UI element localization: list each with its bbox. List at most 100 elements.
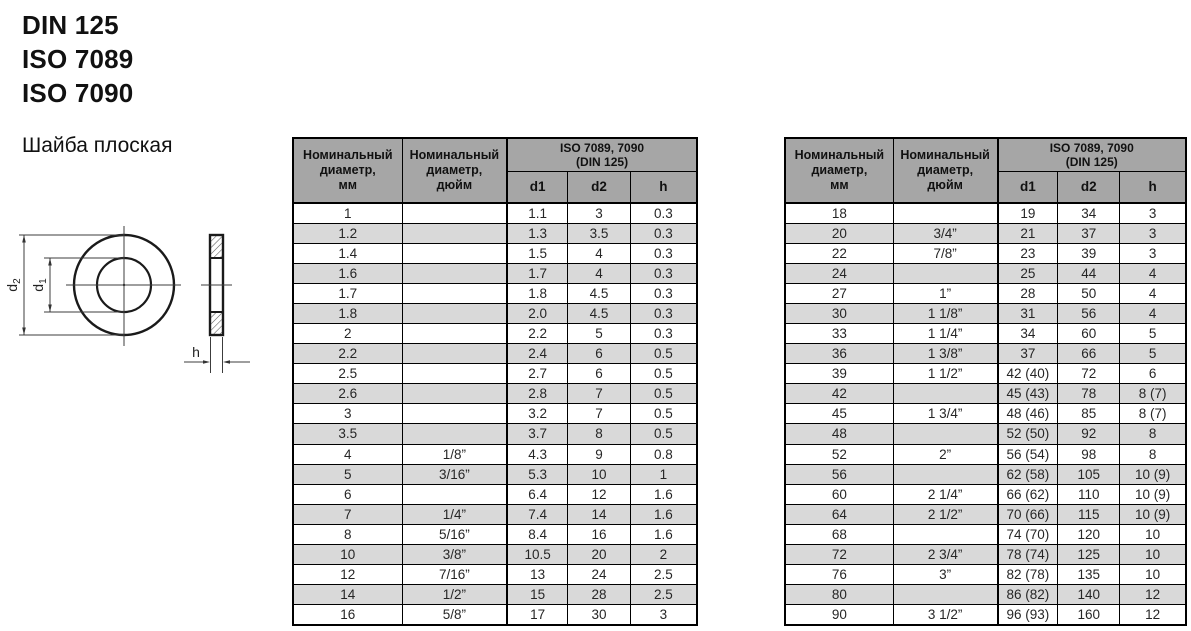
table-cell [401, 423, 508, 445]
table-cell: 2.5 [629, 563, 698, 585]
arrowhead-icon [223, 360, 230, 364]
table-cell: 1/2” [401, 583, 508, 605]
table-cell: 10 (9) [1119, 503, 1187, 525]
table-cell: 0.5 [629, 343, 698, 365]
table-row: 10 3/8” 10.5 20 2 [292, 543, 698, 565]
table-cell: 1/4” [401, 503, 508, 525]
table-cell: 8 [292, 523, 403, 545]
table-row: 18 19 34 3 [784, 202, 1187, 225]
table-row: 1.6 1.7 4 0.3 [292, 263, 698, 285]
table-row: 80 86 (82) 140 12 [784, 583, 1187, 605]
table-row: 48 52 (50) 92 8 [784, 423, 1187, 445]
standard-title-iso7090: ISO 7090 [22, 78, 134, 108]
table-cell: 5.3 [506, 463, 569, 485]
table-cell: 0.3 [629, 283, 698, 305]
table-cell: 3 [629, 603, 698, 626]
table-row: 1.2 1.3 3.5 0.3 [292, 223, 698, 245]
table-cell [892, 202, 999, 225]
table-cell [892, 423, 999, 445]
table-cell: 3 [1119, 243, 1187, 265]
table-cell: 2 1/4” [892, 483, 999, 505]
table-cell: 2.2 [292, 343, 403, 365]
table-cell: 3.5 [567, 223, 631, 245]
arrowhead-icon [22, 327, 26, 335]
table-cell: 0.5 [629, 403, 698, 425]
table-cell: 2 1/2” [892, 503, 999, 525]
table-cell: 10 [1119, 523, 1187, 545]
table-cell [401, 343, 508, 365]
arrowhead-icon [48, 304, 52, 312]
table-cell: 82 (78) [996, 563, 1059, 585]
table-cell: 0.3 [629, 323, 698, 345]
d2-dimension: d2 [4, 234, 124, 336]
table-cell: 18 [784, 202, 894, 225]
table-cell: 52 (50) [996, 423, 1059, 445]
table-cell: 1.8 [292, 303, 403, 325]
col-header-nominal-mm: Номинальный диаметр, мм [292, 137, 403, 204]
table-cell [401, 383, 508, 405]
table-cell: 140 [1057, 583, 1121, 605]
table-cell: 10 [1119, 543, 1187, 565]
table-cell: 2.5 [629, 583, 698, 605]
table-cell: 5 [292, 463, 403, 485]
table-cell: 44 [1057, 263, 1121, 285]
table-row: 22 7/8” 23 39 3 [784, 243, 1187, 265]
table-cell: 6 [1119, 363, 1187, 385]
table-cell: 8 (7) [1119, 403, 1187, 425]
table-cell: 20 [784, 223, 894, 245]
table-cell: 4.3 [506, 443, 569, 465]
table-cell: 72 [1057, 363, 1121, 385]
table-row: 36 1 3/8” 37 66 5 [784, 343, 1187, 365]
arrowhead-icon [203, 360, 210, 364]
table-cell: 3” [892, 563, 999, 585]
arrowhead-icon [22, 235, 26, 243]
table-cell [401, 323, 508, 345]
table-cell: 86 (82) [996, 583, 1059, 605]
table-row: 64 2 1/2” 70 (66) 115 10 (9) [784, 503, 1187, 525]
table-row: 2.2 2.4 6 0.5 [292, 343, 698, 365]
table-cell: 0.3 [629, 303, 698, 325]
table-cell: 12 [567, 483, 631, 505]
table-cell [401, 303, 508, 325]
table-cell: 1.7 [506, 263, 569, 285]
table-cell: 0.5 [629, 383, 698, 405]
table-cell: 4 [1119, 303, 1187, 325]
table-cell: 1.6 [629, 523, 698, 545]
table-cell: 1 [629, 463, 698, 485]
table-cell: 3/16” [401, 463, 508, 485]
table-cell: 56 [784, 463, 894, 485]
table-cell: 98 [1057, 443, 1121, 465]
table-cell: 4 [1119, 263, 1187, 285]
table-row: 1.4 1.5 4 0.3 [292, 243, 698, 265]
table-cell: 1 3/8” [892, 343, 999, 365]
table-cell: 120 [1057, 523, 1121, 545]
table-cell: 60 [784, 483, 894, 505]
table-row: 20 3/4” 21 37 3 [784, 223, 1187, 245]
table-cell: 1” [892, 283, 999, 305]
section-hatch-top [209, 234, 224, 259]
table-row: 56 62 (58) 105 10 (9) [784, 463, 1187, 485]
table-cell: 3 1/2” [892, 603, 999, 626]
table-cell: 48 [784, 423, 894, 445]
table-cell: 23 [996, 243, 1059, 265]
table-cell: 34 [996, 323, 1059, 345]
table-row: 90 3 1/2” 96 (93) 160 12 [784, 603, 1187, 626]
center-point [122, 283, 126, 287]
table-row: 52 2” 56 (54) 98 8 [784, 443, 1187, 465]
d2-label: d2 [4, 278, 23, 292]
table-cell: 19 [996, 202, 1059, 225]
table-cell: 0.3 [629, 223, 698, 245]
table-cell: 0.3 [629, 243, 698, 265]
table-cell: 68 [784, 523, 894, 545]
table-cell: 4.5 [567, 303, 631, 325]
table-cell: 9 [567, 443, 631, 465]
table-row: 2.5 2.7 6 0.5 [292, 363, 698, 385]
table-cell: 160 [1057, 603, 1121, 626]
table-cell: 2.2 [506, 323, 569, 345]
table-cell [892, 383, 999, 405]
table-cell: 42 [784, 383, 894, 405]
table-cell: 21 [996, 223, 1059, 245]
table-cell: 7.4 [506, 503, 569, 525]
table-cell: 22 [784, 243, 894, 265]
table-row: 12 7/16” 13 24 2.5 [292, 563, 698, 585]
